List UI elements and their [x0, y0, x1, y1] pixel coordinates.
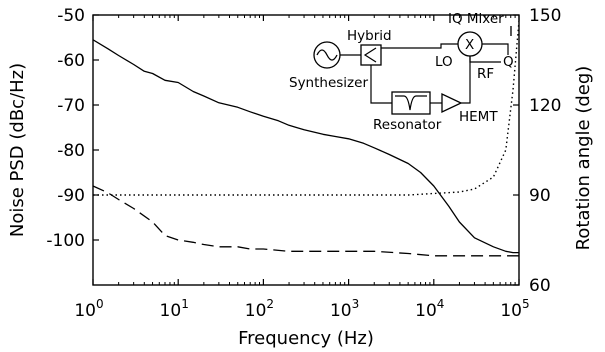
block-diagram-inset: Synthesizer Hybrid X IQ Mixer LO RF I Q … — [289, 11, 514, 133]
x-tick-label: 103 — [330, 297, 359, 321]
x-tick-label: 101 — [160, 297, 189, 321]
y-tick-label: -50 — [57, 6, 85, 26]
resonator-label: Resonator — [373, 117, 442, 133]
series-dotted-line — [93, 20, 519, 196]
hybrid-label: Hybrid — [347, 28, 392, 44]
x-tick-label: 102 — [245, 297, 274, 321]
y-tick-label: -100 — [46, 231, 85, 251]
sine-wave-icon — [316, 49, 338, 61]
resonator-dip-icon — [395, 95, 427, 111]
mixer-symbol: X — [465, 37, 474, 53]
synthesizer-label: Synthesizer — [289, 75, 368, 91]
series-solid-line — [93, 39, 519, 254]
y2-axis-label: Rotation angle (deg) — [573, 66, 594, 251]
y-tick-label: -80 — [57, 141, 85, 161]
series-dashed-line — [93, 185, 519, 257]
y2-tick-label: 60 — [529, 276, 551, 296]
plot-frame — [92, 14, 520, 286]
y-axis-label: Noise PSD (dBc/Hz) — [7, 63, 28, 237]
wire-q — [469, 56, 501, 63]
hemt-amplifier-icon — [441, 92, 463, 114]
x-tick-label: 100 — [74, 297, 103, 321]
wire-i — [482, 43, 509, 55]
i-label: I — [509, 24, 513, 40]
wire-lo — [381, 43, 458, 49]
rf-label: RF — [477, 66, 494, 82]
x-tick-label: 105 — [500, 297, 529, 321]
y2-tick-label: 120 — [529, 96, 561, 116]
x-tick-label: 104 — [415, 297, 444, 321]
y-tick-label: -60 — [57, 51, 85, 71]
axis-ticks: 100 101 102 103 104 105 -50 -60 -70 -80 -90 -100 150… — [46, 6, 561, 321]
q-label: Q — [503, 54, 514, 70]
series-layer — [93, 20, 519, 257]
iq-mixer-label: IQ Mixer — [448, 11, 504, 27]
y-tick-label: -70 — [57, 96, 85, 116]
y2-tick-label: 90 — [529, 186, 551, 206]
y-tick-label: -90 — [57, 186, 85, 206]
wire-hybrid-resonator — [370, 65, 392, 104]
y2-tick-label: 150 — [529, 6, 561, 26]
hybrid-icon — [363, 47, 377, 63]
wire-hemt-mixer — [461, 56, 471, 104]
x-axis-label: Frequency (Hz) — [238, 328, 374, 349]
hemt-label: HEMT — [459, 109, 498, 125]
lo-label: LO — [435, 54, 453, 70]
